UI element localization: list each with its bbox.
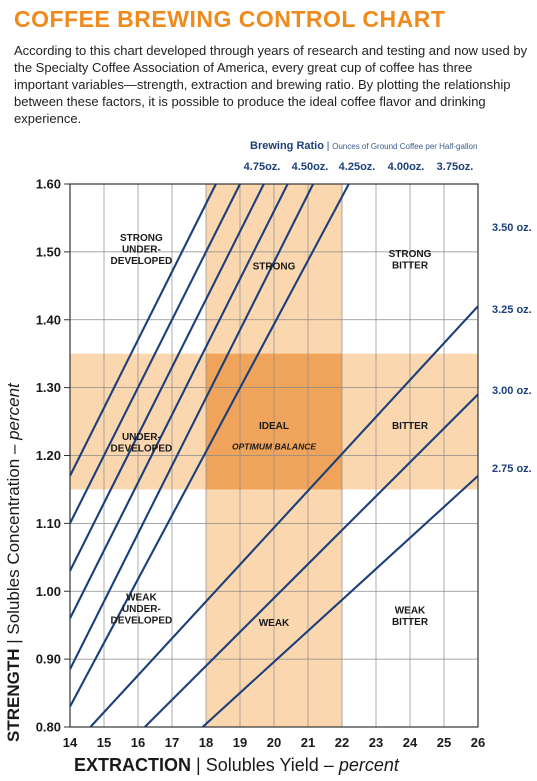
x-axis-label-sep: | <box>196 755 201 775</box>
y-axis-label-italic: percent <box>4 383 23 440</box>
region-label: BITTER <box>392 260 429 271</box>
region-label: BITTER <box>392 421 429 432</box>
region-label: DEVELOPED <box>111 256 173 267</box>
y-axis-label-text: Solubles Concentration – <box>4 439 23 635</box>
y-tick-label: 1.60 <box>36 177 61 192</box>
ratio-line-7 <box>89 305 478 727</box>
y-tick-label: 1.20 <box>36 448 61 463</box>
x-tick-label: 14 <box>63 735 78 750</box>
y-tick-label: 1.00 <box>36 584 61 599</box>
region-label: WEAK <box>259 618 290 629</box>
x-tick-label: 17 <box>165 735 179 750</box>
brewing-ratio-subtitle: Ounces of Ground Coffee per Half-gallon <box>332 142 478 151</box>
brewing-ratio-header: Brewing Ratio | Ounces of Ground Coffee … <box>250 140 477 152</box>
brewing-ratio-title: Brewing Ratio <box>250 140 324 152</box>
ratio-label-right: 3.25 oz. <box>492 304 532 316</box>
x-tick-label: 20 <box>267 735 281 750</box>
x-axis-label-italic: percent <box>338 755 399 775</box>
x-axis-label-bold: EXTRACTION <box>74 755 191 775</box>
ratio-line-8 <box>144 393 478 727</box>
y-tick-label: 1.10 <box>36 516 61 531</box>
region-label: STRONG <box>120 233 163 244</box>
y-tick-label: 0.80 <box>36 720 61 735</box>
x-tick-label: 16 <box>131 735 145 750</box>
ratio-label-right: 2.75 oz. <box>492 463 532 475</box>
ratio-line-6 <box>70 184 350 708</box>
ratio-line-9 <box>201 475 478 727</box>
ratio-label-top: 3.75oz. <box>437 161 474 173</box>
y-tick-label: 1.30 <box>36 380 61 395</box>
ratio-label-right: 3.00 oz. <box>492 385 532 397</box>
x-tick-label: 26 <box>471 735 485 750</box>
page-title: COFFEE BREWING CONTROL CHART <box>14 6 446 32</box>
x-tick-label: 18 <box>199 735 213 750</box>
x-tick-label: 23 <box>369 735 383 750</box>
x-tick-label: 19 <box>233 735 247 750</box>
ratio-line-5 <box>70 184 315 670</box>
region-label: OPTIMUM BALANCE <box>232 441 316 451</box>
region-label: UNDER- <box>122 244 161 255</box>
ratio-label-top: 4.00oz. <box>388 161 425 173</box>
x-tick-label: 25 <box>437 735 451 750</box>
brewing-ratio-separator: | <box>326 141 333 152</box>
region-label: STRONG <box>389 249 432 260</box>
region-label: IDEAL <box>259 421 289 432</box>
region-label: UNDER- <box>122 432 161 443</box>
y-axis-label-sep: | <box>4 639 23 644</box>
y-axis-label: STRENGTH | Solubles Concentration – perc… <box>4 383 24 742</box>
region-label: UNDER- <box>122 604 161 615</box>
ratio-line-4 <box>70 184 289 619</box>
x-tick-label: 21 <box>301 735 315 750</box>
ratio-line-2 <box>70 184 241 524</box>
region-label: DEVELOPED <box>111 616 173 627</box>
y-tick-label: 1.50 <box>36 244 61 259</box>
intro-paragraph: According to this chart developed throug… <box>14 43 528 126</box>
x-tick-label: 22 <box>335 735 349 750</box>
x-tick-label: 15 <box>97 735 111 750</box>
ratio-line-1 <box>70 184 217 477</box>
ratio-label-top: 4.25oz. <box>339 161 376 173</box>
x-tick-label: 24 <box>403 735 418 750</box>
y-tick-label: 0.90 <box>36 652 61 667</box>
region-label: WEAK <box>395 605 426 616</box>
y-tick-label: 1.40 <box>36 312 61 327</box>
region-label: DEVELOPED <box>111 444 173 455</box>
ratio-line-3 <box>70 184 265 572</box>
ratio-label-top: 4.75oz. <box>244 161 281 173</box>
y-axis-label-bold: STRENGTH <box>4 648 23 743</box>
ratio-label-top: 4.50oz. <box>292 161 329 173</box>
ratio-label-right: 3.50 oz. <box>492 222 532 234</box>
region-label: BITTER <box>392 617 429 628</box>
x-axis-label-text: Solubles Yield – <box>205 755 339 775</box>
region-label: WEAK <box>126 593 157 604</box>
region-label: STRONG <box>253 261 296 272</box>
x-axis-label: EXTRACTION | Solubles Yield – percent <box>74 755 399 776</box>
